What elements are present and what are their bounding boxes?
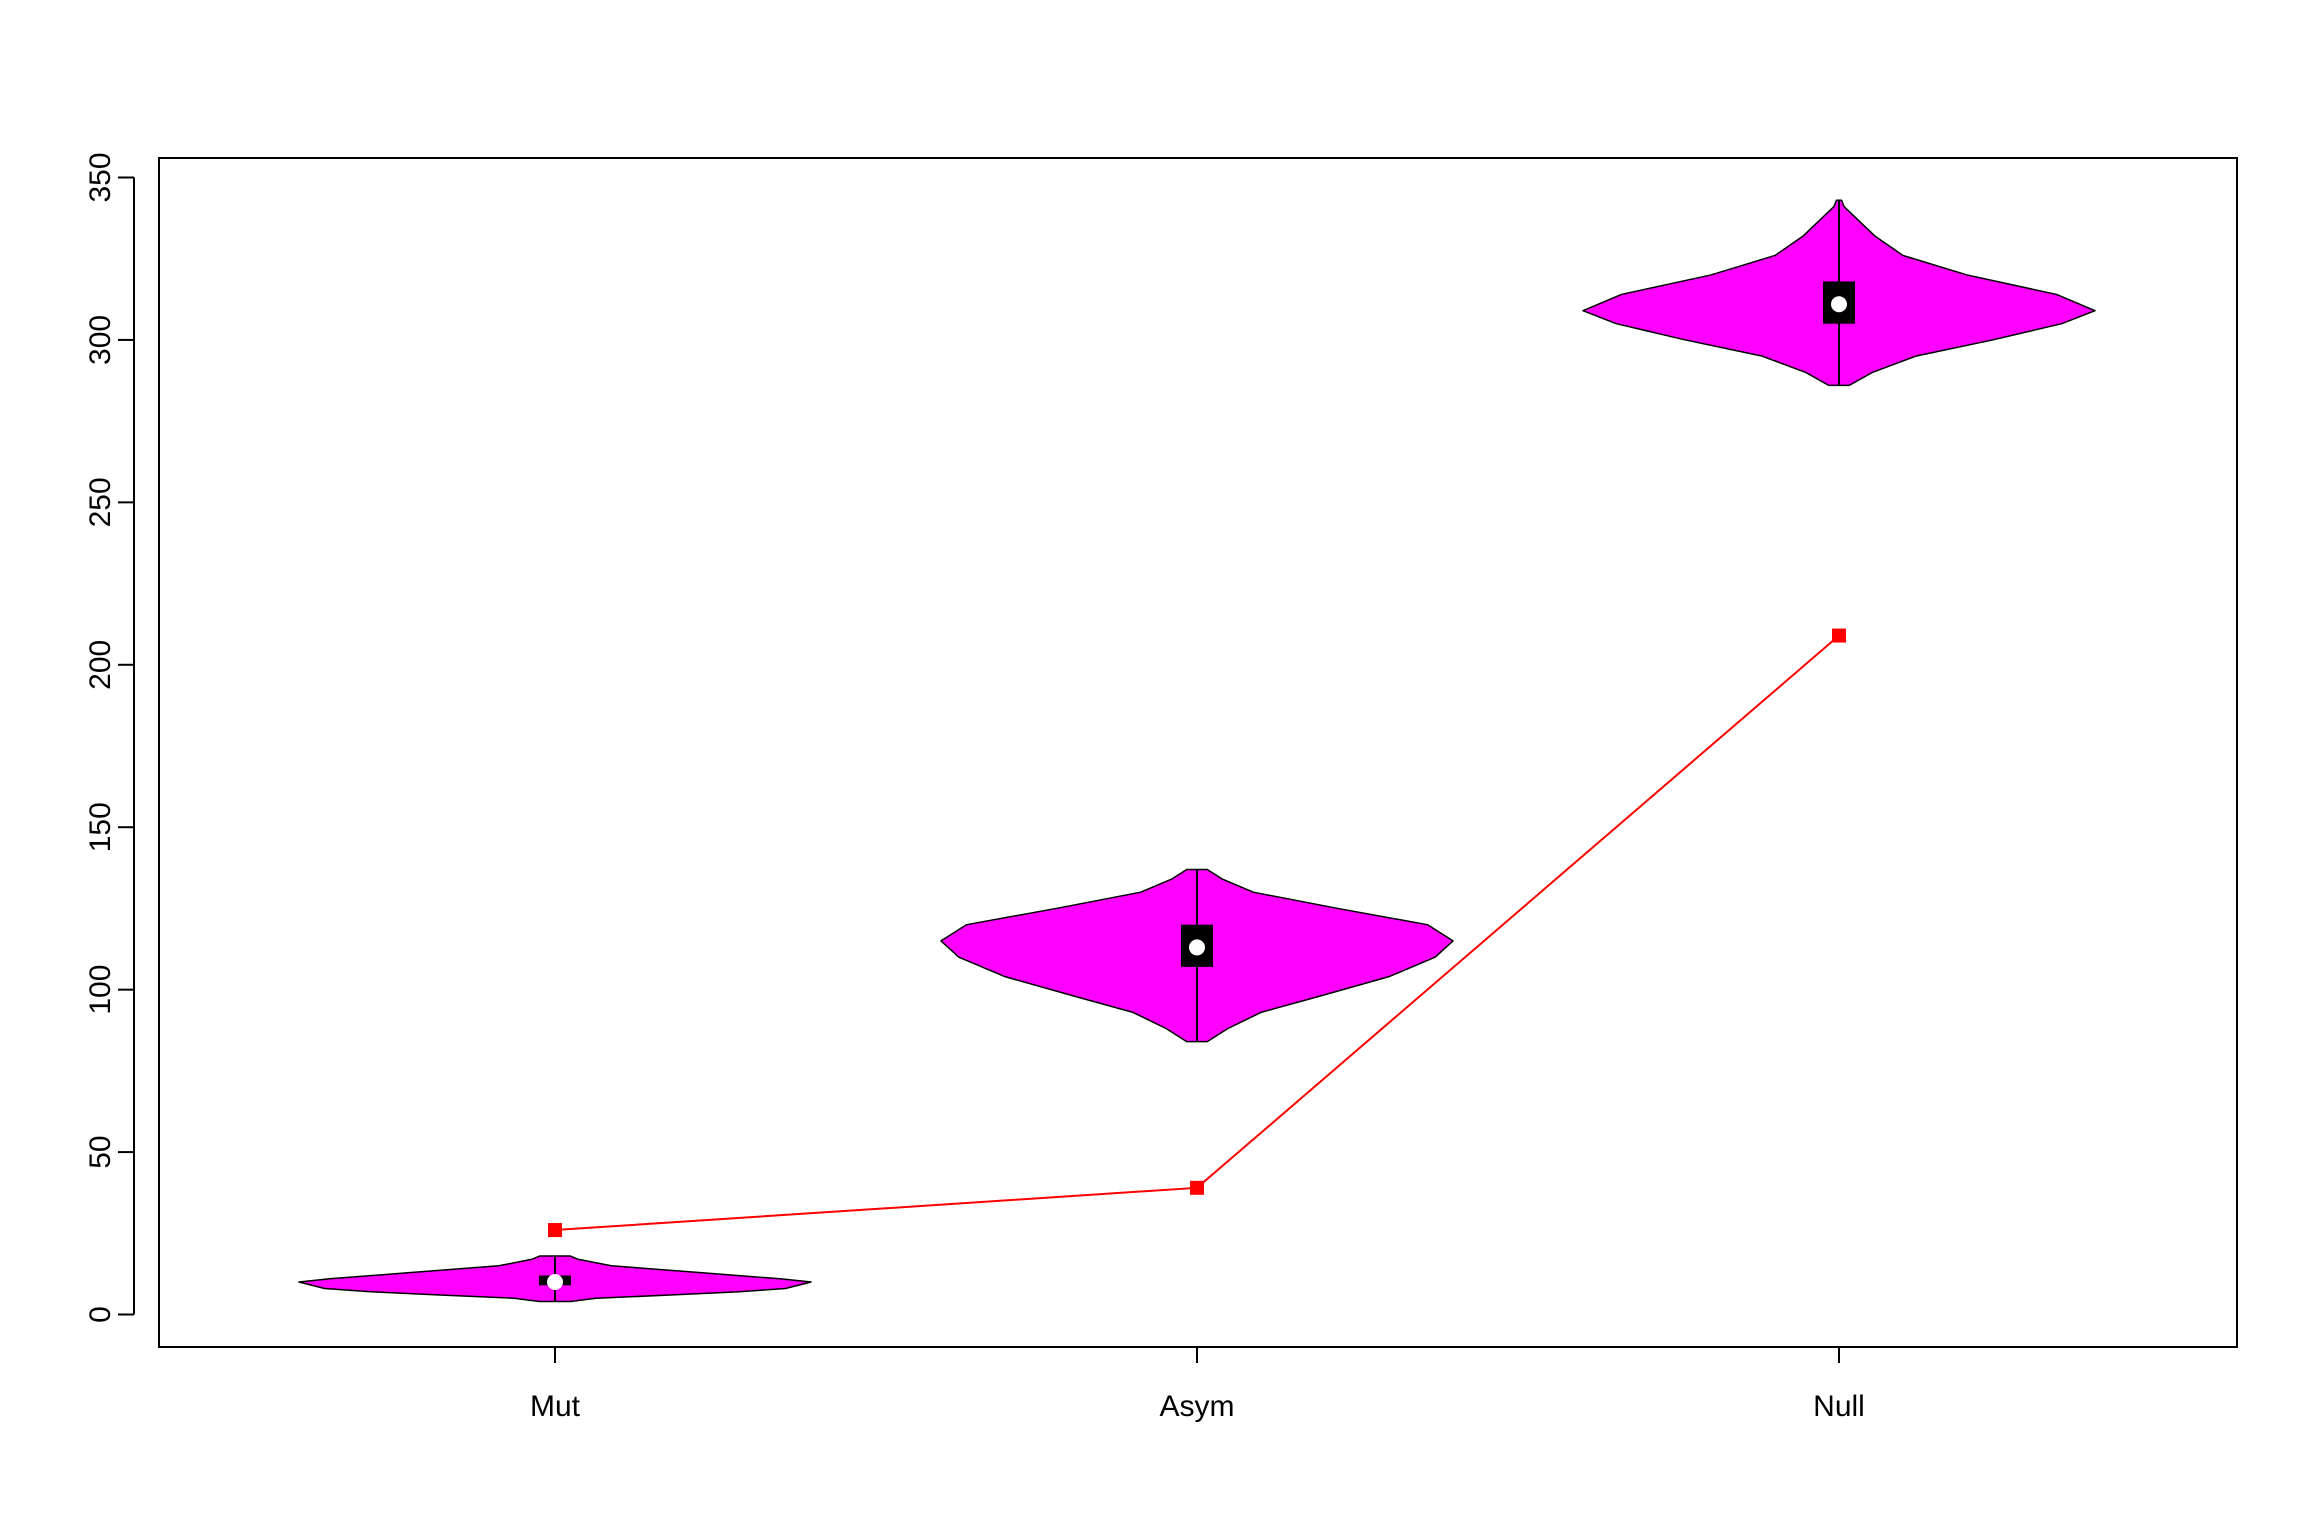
- x-tick-label: Mut: [530, 1390, 581, 1423]
- y-tick-label: 300: [84, 315, 117, 365]
- median-dot-asym: [1189, 939, 1205, 956]
- y-tick-label: 100: [84, 965, 117, 1015]
- y-axis: 0 50 100 150 200 250 300 350: [84, 152, 135, 1323]
- y-tick-label: 200: [84, 640, 117, 690]
- median-dot-null: [1831, 296, 1847, 313]
- series-point-null: [1832, 628, 1846, 643]
- x-tick-label: Asym: [1160, 1390, 1235, 1423]
- y-tick-label: 350: [84, 152, 117, 202]
- x-tick-label: Null: [1813, 1390, 1865, 1423]
- x-axis: Mut Asym Null: [530, 1347, 1865, 1423]
- violins-layer: [298, 199, 2096, 1303]
- y-tick-label: 150: [84, 802, 117, 852]
- series-point-mut: [548, 1223, 562, 1238]
- y-tick-label: 250: [84, 477, 117, 527]
- series-layer: [548, 628, 1846, 1238]
- median-dot-mut: [547, 1274, 563, 1291]
- y-tick-label: 0: [84, 1306, 117, 1323]
- y-tick-label: 50: [84, 1135, 117, 1168]
- series-point-asym: [1190, 1180, 1204, 1195]
